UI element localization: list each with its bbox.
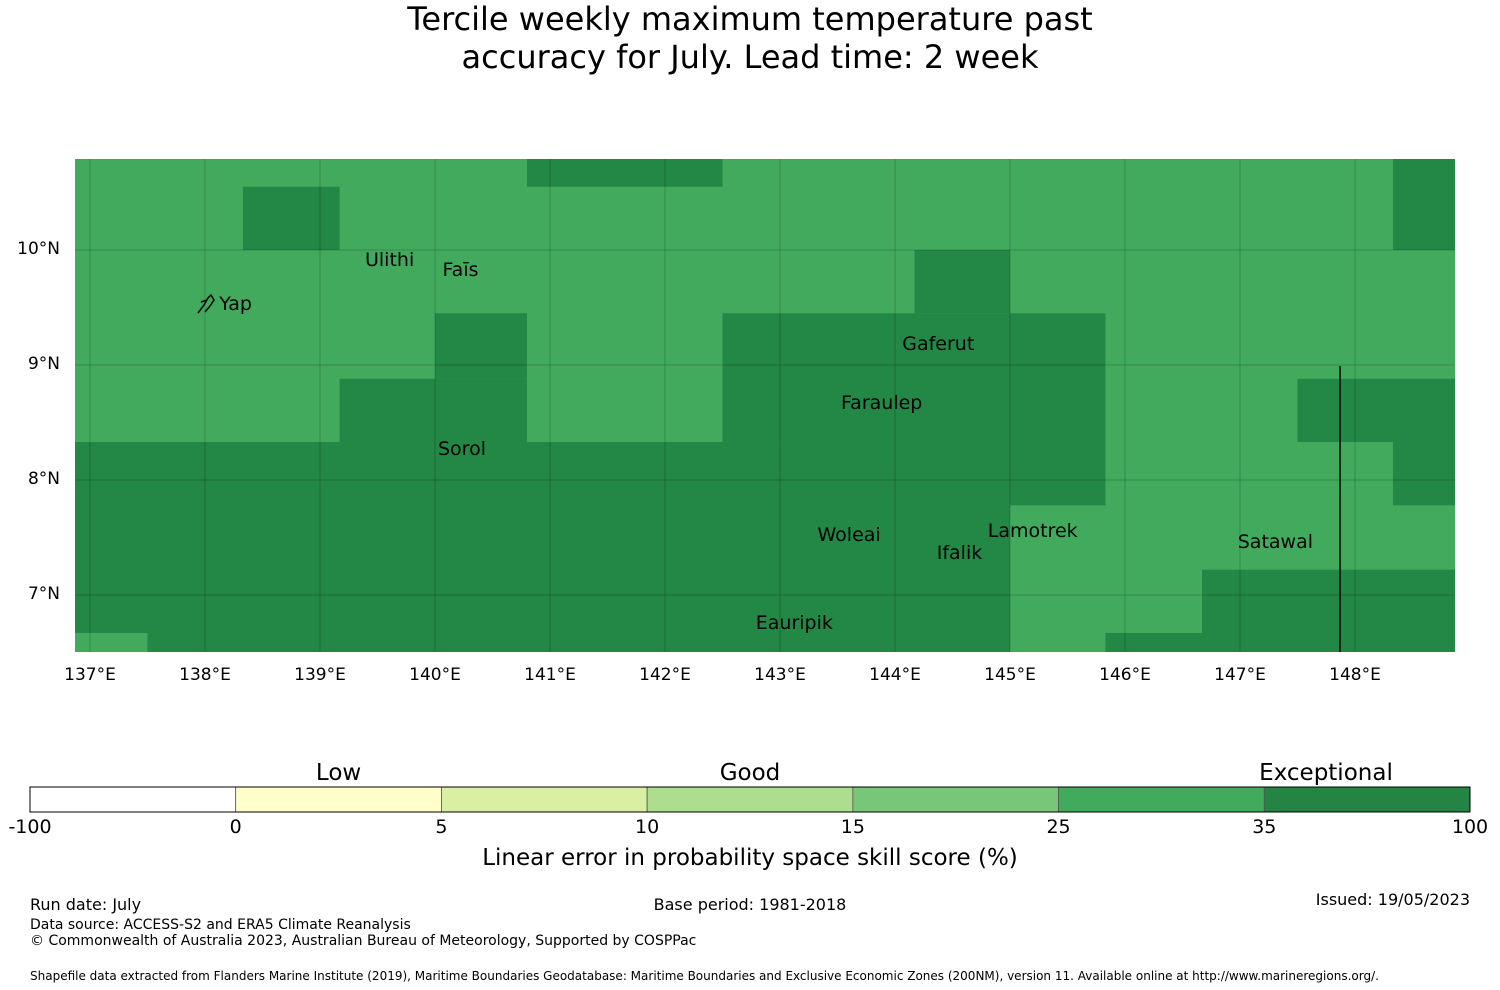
lon-tick-label: 140°E [409,665,461,685]
shapefile-credit: Shapefile data extracted from Flanders M… [30,969,1379,983]
lon-tick-label: 146°E [1099,665,1151,685]
colorbar-tick-label: -100 [8,816,52,838]
place-label: Ulithi [365,249,415,271]
grid-cell-exceptional [1392,159,1455,250]
place-label: Ifalik [936,542,983,565]
colorbar-title: Linear error in probability space skill … [482,845,1018,871]
colorbar-tick-label: 0 [229,816,242,838]
base-period: Base period: 1981-2018 [653,895,847,914]
grid-cell-exceptional [1392,442,1455,506]
title-line-2: accuracy for July. Lead time: 2 week [461,38,1039,76]
lon-tick-label: 144°E [869,665,921,685]
colorbar-tick-label: 10 [635,816,660,838]
grid-cell-exceptional [1105,632,1203,652]
colorbar-bin [1263,786,1471,813]
colorbar-bin [1058,786,1265,813]
place-label: Faraulep [841,391,923,414]
lon-tick-label: 147°E [1214,665,1266,685]
grid-cell-exceptional [1010,313,1106,506]
colorbar-tick-label: 25 [1046,816,1071,838]
data-source: Data source: ACCESS-S2 and ERA5 Climate … [30,917,411,933]
lon-tick-label: 139°E [294,665,346,685]
place-label: Faīs [442,258,479,281]
copyright: © Commonwealth of Australia 2023, Austra… [30,933,697,949]
lon-tick-label: 138°E [179,665,231,685]
skill-grid [75,159,1455,652]
grid-cell-exceptional [242,186,340,250]
lon-tick-label: 143°E [754,665,806,685]
grid-cell-exceptional [1202,569,1455,652]
colorbar-tick-label: 35 [1252,816,1277,838]
lat-tick-label: 8°N [27,469,60,489]
lat-tick-label: 7°N [27,584,60,604]
grid-cell-exceptional [527,159,723,187]
place-label: Satawal [1237,530,1314,553]
place-label: Gaferut [902,333,975,355]
colorbar-bin [441,786,648,813]
grid-cell-exceptional [1297,378,1455,443]
lon-tick-label: 141°E [524,665,576,685]
lon-tick-label: 148°E [1329,665,1381,685]
grid-cell-exceptional [722,313,1010,443]
colorbar-category-label: Low [315,760,362,786]
grid-cell-exceptional [339,378,527,443]
colorbar-category-label: Exceptional [1259,760,1393,786]
place-label: Yap [219,292,252,315]
colorbar [29,786,1471,813]
grid-cell-exceptional [527,442,1010,652]
place-label: Lamotrek [987,520,1078,543]
issued-date: Issued: 19/05/2023 [1315,890,1470,909]
place-label: Sorol [438,437,486,460]
place-label: Woleai [817,524,881,546]
map-title: Tercile weekly maximum temperature past … [0,0,1500,76]
yap-island-shape [197,293,215,314]
lon-tick-label: 142°E [639,665,691,685]
lon-tick-label: 145°E [984,665,1036,685]
title-line-1: Tercile weekly maximum temperature past [407,0,1093,38]
lat-tick-label: 10°N [17,239,60,259]
colorbar-bin [852,786,1059,813]
colorbar-tick-label: 5 [435,816,448,838]
colorbar-bin [646,786,854,813]
colorbar-tick-label: 15 [840,816,865,838]
grid-cell-good [75,632,148,652]
graticule [75,159,1455,652]
grid-cell-exceptional [914,250,1010,314]
lon-tick-label: 137°E [64,665,116,685]
lat-tick-label: 9°N [27,354,60,374]
place-label: Eauripik [755,611,833,634]
run-date: Run date: July [30,895,142,914]
grid-cell-exceptional [435,313,527,379]
colorbar-bin [235,786,442,813]
colorbar-category-label: Good [719,760,781,786]
colorbar-frame [29,786,1471,813]
colorbar-tick-label: 100 [1451,816,1489,838]
colorbar-bin [29,786,237,813]
grid-cell-exceptional [75,442,527,652]
